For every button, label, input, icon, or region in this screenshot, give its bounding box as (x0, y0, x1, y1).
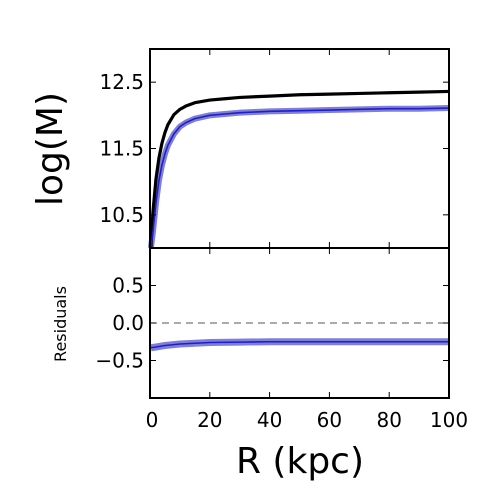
bottom-ytick-labels: −0.5 0.0 0.5 (95, 274, 144, 373)
xlabel: R (kpc) (236, 441, 364, 482)
bottom-series-lines (150, 340, 449, 349)
bottom-xtick-labels: 0 20 40 60 80 100 (146, 408, 468, 432)
top-series-lines (149, 89, 450, 249)
residual-curve (150, 340, 449, 349)
top-ytick-label: 12.5 (99, 70, 144, 94)
bottom-xtick-label: 0 (146, 408, 159, 432)
bottom-xtick-label: 20 (197, 408, 222, 432)
bottom-plot-frame (149, 247, 450, 399)
bottom-xtick-label: 80 (376, 408, 401, 432)
top-panel: 10.5 11.5 12.5 log(M) (30, 48, 450, 249)
model-curve (149, 89, 450, 249)
top-ytick-label: 11.5 (99, 137, 144, 161)
top-ylabel: log(M) (30, 92, 71, 206)
top-ytick-label: 10.5 (99, 203, 144, 227)
bottom-ytick-label: 0.0 (112, 311, 144, 335)
top-ytick-labels: 10.5 11.5 12.5 (99, 70, 144, 227)
bottom-xtick-label: 40 (257, 408, 282, 432)
bottom-xtick-label: 100 (430, 408, 468, 432)
bottom-ylabel: Residuals (51, 286, 70, 362)
bottom-ytick-label: −0.5 (95, 349, 144, 373)
bottom-xtick-label: 60 (317, 408, 342, 432)
bottom-panel: −0.5 0.0 0.5 0 20 40 60 80 100 Residuals R (kpc… (51, 247, 468, 482)
fit-curve (150, 107, 450, 249)
bottom-ytick-label: 0.5 (112, 274, 144, 298)
